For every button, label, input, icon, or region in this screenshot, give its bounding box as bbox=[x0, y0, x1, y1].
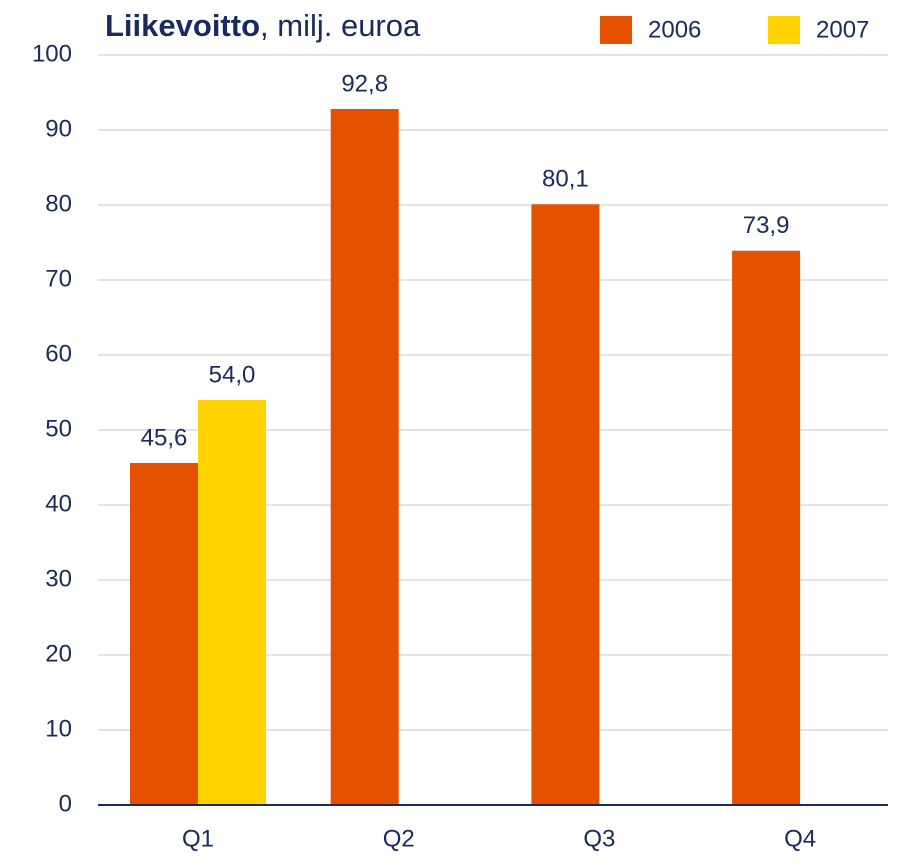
title-rest: , milj. euroa bbox=[260, 8, 421, 43]
y-tick-label: 0 bbox=[59, 790, 72, 817]
x-tick-label: Q3 bbox=[583, 825, 615, 852]
y-tick-label: 50 bbox=[45, 415, 72, 442]
y-tick-label: 30 bbox=[45, 565, 72, 592]
y-tick-label: 10 bbox=[45, 715, 72, 742]
legend-swatch bbox=[768, 16, 800, 44]
y-tick-label: 60 bbox=[45, 340, 72, 367]
bar bbox=[531, 204, 600, 805]
y-tick-label: 80 bbox=[45, 190, 72, 217]
y-tick-label: 70 bbox=[45, 265, 72, 292]
bar bbox=[198, 400, 266, 805]
bar bbox=[130, 463, 198, 805]
bar bbox=[732, 250, 801, 805]
value-label: 45,6 bbox=[141, 424, 188, 451]
x-tick-label: Q2 bbox=[383, 825, 415, 852]
value-label: 73,9 bbox=[743, 212, 790, 239]
x-tick-label: Q4 bbox=[784, 825, 816, 852]
chart-title: Liikevoitto, milj. euroa bbox=[105, 8, 421, 43]
y-tick-label: 90 bbox=[45, 115, 72, 142]
y-tick-label: 20 bbox=[45, 640, 72, 667]
value-label: 80,1 bbox=[542, 166, 589, 193]
legend-label: 2006 bbox=[648, 16, 701, 43]
legend-label: 2007 bbox=[816, 16, 869, 43]
value-label: 92,8 bbox=[341, 70, 388, 97]
title-bold: Liikevoitto bbox=[105, 8, 260, 43]
bar bbox=[330, 109, 399, 805]
y-tick-label: 40 bbox=[45, 490, 72, 517]
legend-swatch bbox=[600, 16, 632, 44]
value-label: 54,0 bbox=[209, 361, 256, 388]
x-tick-label: Q1 bbox=[182, 825, 214, 852]
y-tick-label: 100 bbox=[32, 40, 72, 67]
